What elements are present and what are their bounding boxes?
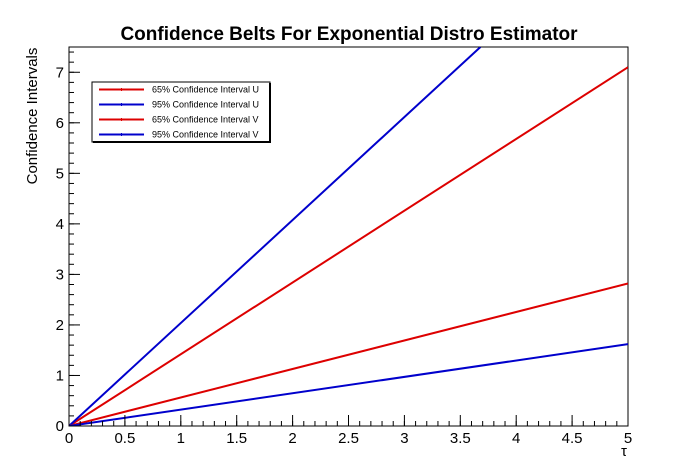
y-tick-label: 7 <box>56 64 64 81</box>
legend-label-2: 95% Confidence Interval U <box>152 100 259 110</box>
y-tick-label: 5 <box>56 165 64 182</box>
y-tick-label: 1 <box>56 367 64 384</box>
legend-label-4: 95% Confidence Interval V <box>152 130 259 140</box>
x-tick-label: 1.5 <box>226 430 247 447</box>
axes: 0 0.5 1 1.5 2 2.5 3 3.5 4 4.5 5 0 1 2 3 4 5 6 7 <box>56 51 632 447</box>
y-tick-label: 6 <box>56 115 64 132</box>
y-tick-label: 0 <box>56 418 64 435</box>
y-tick-label: 4 <box>56 216 64 233</box>
legend-box <box>91 81 271 143</box>
legend-label-3: 65% Confidence Interval V <box>152 115 259 125</box>
series-line-2 <box>69 47 482 426</box>
x-axis-label: τ <box>621 443 627 460</box>
x-tick-label: 3.5 <box>450 430 471 447</box>
chart-title: Confidence Belts For Exponential Distro … <box>120 24 578 45</box>
x-tick-label: 3 <box>400 430 408 447</box>
x-tick-label: 2.5 <box>338 430 359 447</box>
x-tick-label: 0 <box>65 430 73 447</box>
x-tick-label: 2 <box>288 430 296 447</box>
x-tick-label: 1 <box>177 430 185 447</box>
legend-label-1: 65% Confidence Interval U <box>152 85 259 95</box>
series-line-4 <box>69 343 628 426</box>
y-tick-label: 3 <box>56 266 64 283</box>
series-layer <box>69 47 628 426</box>
x-tick-label: 4.5 <box>562 430 583 447</box>
x-tick-label: 4 <box>512 430 520 447</box>
y-axis-label: Confidence Intervals <box>24 48 41 185</box>
x-tick-label: 5 <box>624 430 632 447</box>
series-line-3 <box>69 282 628 426</box>
x-tick-label: 0.5 <box>114 430 135 447</box>
y-tick-label: 2 <box>56 317 64 334</box>
series-line-1 <box>69 66 628 426</box>
legend: 65% Confidence Interval U 95% Confidence … <box>91 81 271 143</box>
